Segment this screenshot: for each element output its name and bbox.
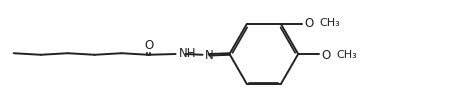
Text: O: O: [321, 49, 330, 62]
Text: NH: NH: [179, 47, 197, 60]
Text: N: N: [205, 49, 214, 62]
Text: O: O: [144, 39, 153, 52]
Text: CH₃: CH₃: [319, 18, 340, 28]
Text: O: O: [304, 17, 313, 30]
Text: CH₃: CH₃: [336, 50, 357, 60]
